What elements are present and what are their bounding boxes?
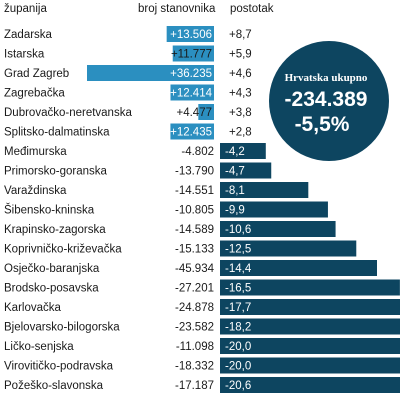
percent-value-label: -9,9 <box>225 205 245 217</box>
percent-value-label: -4,7 <box>225 166 245 178</box>
negative-percent-bar <box>220 143 266 159</box>
change-value-label: +12.435 <box>170 127 212 139</box>
total-title: Hrvatska ukupno <box>285 72 368 84</box>
data-rows: Zadarska +13.506 +8,7 Istarska +11.777 +5,9 Gr… <box>4 26 400 393</box>
region-label: Bjelovarsko-bilogorska <box>4 322 120 334</box>
negative-percent-bar <box>220 260 377 276</box>
region-label: Krapinsko-zagorska <box>4 224 106 236</box>
percent-value-label: -8,1 <box>225 185 245 197</box>
region-label: Ličko-senjska <box>4 341 74 353</box>
region-label: Brodsko-posavska <box>4 283 99 295</box>
percent-value-label: -14,4 <box>225 263 252 275</box>
change-value-label: -14.589 <box>175 224 214 236</box>
negative-percent-bar <box>220 357 400 374</box>
percent-value-label: -20,0 <box>225 361 251 373</box>
negative-percent-bar <box>220 279 400 296</box>
region-label: Splitsko-dalmatinska <box>4 127 110 139</box>
region-label: Požeško-slavonska <box>4 380 104 392</box>
region-label: Zagrebačka <box>4 88 65 100</box>
header-region: županija <box>4 3 47 15</box>
percent-value-label: +2,8 <box>229 127 252 139</box>
percent-value-label: -4,2 <box>225 146 245 158</box>
change-value-label: +12.414 <box>170 88 212 100</box>
total-bubble: Hrvatska ukupno -234.389 -5,5% <box>269 41 389 161</box>
change-value-label: -45.934 <box>175 263 215 275</box>
percent-value-label: +8,7 <box>229 29 252 41</box>
change-value-label: -4.802 <box>181 146 214 158</box>
change-value-label: +13.506 <box>170 29 212 41</box>
negative-percent-bar <box>220 338 400 354</box>
change-value-label: -11.098 <box>176 341 214 353</box>
header-percent: postotak <box>230 3 274 15</box>
percent-value-label: -16,5 <box>225 283 251 295</box>
percent-value-label: -17,7 <box>225 302 251 314</box>
negative-percent-bar <box>220 377 400 393</box>
change-value-label: +36.235 <box>170 68 212 80</box>
negative-percent-bar <box>220 299 400 315</box>
header-population-change: broj stanovnika <box>138 3 216 15</box>
change-value-label: -23.582 <box>175 322 214 334</box>
percent-value-label: +4,6 <box>229 68 252 80</box>
change-value-label: -24.878 <box>175 302 214 314</box>
region-label: Međimurska <box>4 146 67 158</box>
percent-value-label: -12,5 <box>225 244 251 256</box>
change-value-label: -13.790 <box>175 166 214 178</box>
negative-percent-bar <box>220 162 272 179</box>
change-value-label: -17.187 <box>175 380 214 392</box>
negative-percent-bar <box>220 221 336 237</box>
negative-percent-bar <box>220 182 309 198</box>
region-label: Koprivničko-križevačka <box>4 244 122 256</box>
percent-value-label: -18,2 <box>225 322 251 334</box>
positive-change-bar <box>87 65 214 81</box>
region-label: Šibensko-kninska <box>4 204 95 217</box>
change-value-label: +4.477 <box>177 107 213 119</box>
region-label: Grad Zagreb <box>4 68 69 80</box>
region-label: Primorsko-goranska <box>4 166 107 178</box>
positive-change-bar <box>198 104 214 120</box>
region-label: Karlovačka <box>4 302 61 314</box>
total-bubble-circle <box>269 41 389 161</box>
change-value-label: +11.777 <box>171 49 212 61</box>
change-value-label: -27.201 <box>175 283 214 295</box>
negative-percent-bar <box>220 201 328 218</box>
region-label: Virovitičko-podravska <box>4 361 114 373</box>
total-change: -234.389 <box>285 88 368 111</box>
region-label: Varaždinska <box>4 185 67 197</box>
percent-value-label: -20,6 <box>225 380 251 392</box>
positive-change-bar <box>170 84 214 101</box>
change-value-label: -15.133 <box>175 244 214 256</box>
positive-change-bar <box>170 123 214 140</box>
percent-value-label: +4,3 <box>229 88 252 100</box>
negative-percent-bar <box>220 240 357 257</box>
total-percent: -5,5% <box>295 113 350 136</box>
percent-value-label: -20,0 <box>225 341 251 353</box>
negative-percent-bar <box>220 318 400 335</box>
percent-value-label: +3,8 <box>229 107 252 119</box>
percent-value-label: -10,6 <box>225 224 251 236</box>
positive-change-bar <box>172 45 214 62</box>
region-label: Dubrovačko-neretvanska <box>4 107 132 119</box>
region-label: Istarska <box>4 49 45 61</box>
region-label: Zadarska <box>4 29 53 41</box>
positive-change-bar <box>166 26 214 42</box>
change-value-label: -10.805 <box>175 205 214 217</box>
change-value-label: -14.551 <box>175 185 214 197</box>
region-label: Osječko-baranjska <box>4 263 100 275</box>
change-value-label: -18.332 <box>175 361 214 373</box>
percent-value-label: +5,9 <box>229 49 252 61</box>
column-headers: županija broj stanovnika postotak <box>4 3 274 15</box>
